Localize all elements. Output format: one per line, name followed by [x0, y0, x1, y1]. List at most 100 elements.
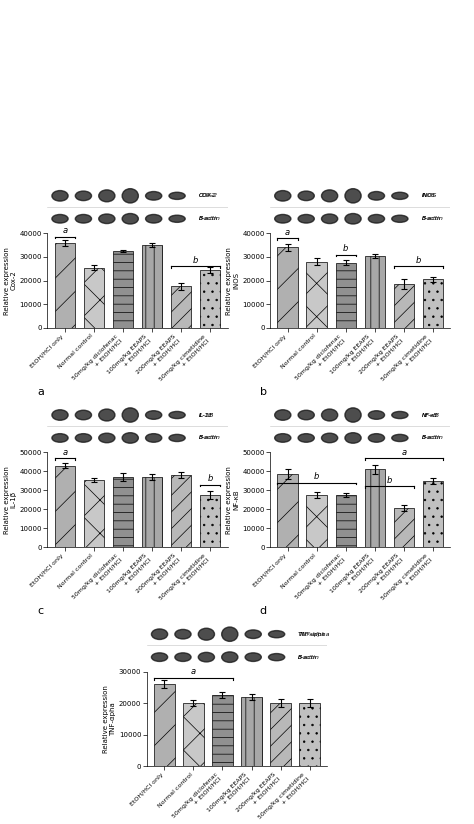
Ellipse shape [122, 433, 138, 443]
Text: IL-1B: IL-1B [199, 413, 212, 418]
Bar [270, 703, 291, 766]
Ellipse shape [75, 410, 91, 419]
Ellipse shape [321, 409, 337, 421]
Ellipse shape [345, 189, 361, 203]
Ellipse shape [146, 191, 162, 200]
Ellipse shape [368, 410, 384, 419]
Ellipse shape [392, 411, 408, 419]
Ellipse shape [99, 433, 115, 442]
Ellipse shape [99, 190, 115, 202]
Ellipse shape [75, 214, 91, 223]
Bar [393, 284, 414, 328]
Bar [336, 495, 356, 547]
Text: b: b [193, 256, 198, 265]
Ellipse shape [169, 215, 185, 222]
Ellipse shape [122, 189, 138, 203]
Text: d: d [259, 606, 266, 616]
Ellipse shape [122, 213, 138, 224]
Ellipse shape [274, 214, 291, 223]
Y-axis label: Relative expression
IL-1β: Relative expression IL-1β [4, 466, 17, 534]
Y-axis label: Relative expression
TNF-αpha: Relative expression TNF-αpha [103, 685, 116, 753]
Ellipse shape [321, 433, 337, 442]
Ellipse shape [75, 191, 91, 200]
Text: B-actin: B-actin [199, 216, 218, 222]
Bar [365, 470, 385, 547]
Ellipse shape [274, 410, 291, 420]
Text: B-actin: B-actin [199, 435, 220, 441]
Text: COX-2: COX-2 [199, 194, 216, 199]
Bar [171, 287, 191, 328]
Ellipse shape [198, 653, 214, 662]
Ellipse shape [222, 627, 238, 641]
Text: NF-κB: NF-κB [421, 413, 439, 418]
Y-axis label: Relative expression
Cox-2: Relative expression Cox-2 [4, 246, 17, 315]
Ellipse shape [345, 213, 361, 224]
Ellipse shape [99, 214, 115, 223]
Bar [418, 402, 474, 450]
Bar [336, 263, 356, 328]
Ellipse shape [169, 434, 185, 442]
Ellipse shape [122, 408, 138, 422]
Ellipse shape [198, 628, 214, 640]
Bar [423, 279, 443, 328]
Text: a: a [401, 447, 406, 456]
Bar [55, 466, 75, 547]
Bar [365, 255, 385, 328]
Bar [423, 481, 443, 547]
Ellipse shape [169, 192, 185, 199]
Ellipse shape [298, 410, 314, 419]
Text: INOS: INOS [421, 194, 437, 199]
Text: B-actin: B-actin [421, 435, 441, 441]
Ellipse shape [52, 190, 68, 201]
Text: a: a [62, 447, 67, 456]
Bar [307, 261, 327, 328]
Ellipse shape [321, 190, 337, 202]
Ellipse shape [392, 215, 408, 222]
Ellipse shape [245, 630, 261, 639]
Ellipse shape [368, 191, 384, 200]
Ellipse shape [368, 214, 384, 223]
Bar [113, 251, 133, 328]
Text: B-actin: B-actin [199, 435, 218, 441]
Bar [171, 475, 191, 547]
Text: b: b [343, 244, 348, 253]
Ellipse shape [345, 433, 361, 443]
Ellipse shape [146, 410, 162, 419]
Ellipse shape [151, 629, 168, 639]
Text: a: a [285, 227, 290, 236]
Text: a: a [191, 667, 196, 677]
Text: b: b [260, 386, 266, 396]
Ellipse shape [146, 433, 162, 442]
Bar [84, 480, 104, 547]
Text: B-actin: B-actin [298, 654, 320, 660]
Text: B-actin: B-actin [421, 216, 443, 222]
Bar [55, 242, 75, 328]
Y-axis label: Relative expression
INOS: Relative expression INOS [227, 246, 239, 315]
Ellipse shape [268, 653, 285, 661]
Ellipse shape [52, 214, 68, 223]
Bar [277, 247, 298, 328]
Ellipse shape [392, 192, 408, 199]
Bar [418, 183, 474, 231]
Ellipse shape [368, 433, 384, 442]
Text: NF-κB: NF-κB [421, 413, 438, 418]
Ellipse shape [151, 653, 168, 662]
Bar [300, 703, 320, 766]
Text: c: c [37, 606, 44, 616]
Ellipse shape [245, 653, 261, 662]
Ellipse shape [345, 408, 361, 422]
Bar [277, 474, 298, 547]
Ellipse shape [175, 630, 191, 639]
Text: B-actin: B-actin [199, 216, 220, 222]
Ellipse shape [392, 434, 408, 442]
Bar [142, 477, 162, 547]
Ellipse shape [268, 630, 285, 638]
Text: B-actin: B-actin [421, 216, 441, 222]
Text: b: b [416, 256, 421, 265]
Bar [241, 697, 262, 766]
Bar [183, 703, 204, 766]
Bar [113, 477, 133, 547]
Bar [393, 508, 414, 547]
Bar [307, 495, 327, 547]
Text: B-actin: B-actin [298, 654, 318, 660]
